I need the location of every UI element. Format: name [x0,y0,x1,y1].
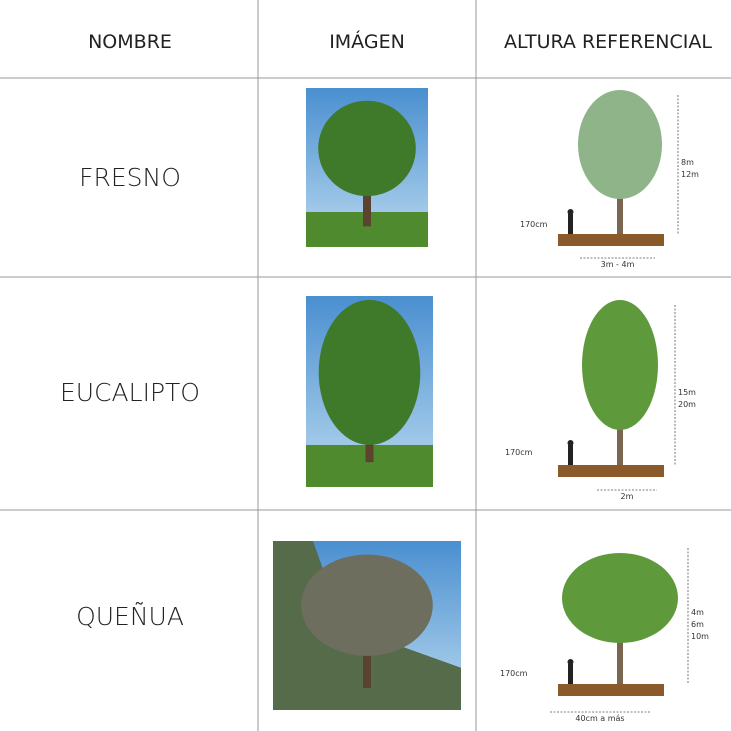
person-head [567,440,574,446]
tree-name: FRESNO [79,163,181,192]
tree-canopy [582,300,658,430]
tree-height: 4m [691,608,704,617]
tree-width: 40cm a más [575,714,624,723]
tree-height: 12m [681,170,699,179]
person-head [567,659,574,665]
person-height: 170cm [520,220,548,229]
tree-width: 2m [621,492,634,501]
tree-canopy [578,90,662,199]
tree-height: 6m [691,620,704,629]
photo-canopy [318,100,416,197]
photo-canopy [301,554,433,656]
person [568,445,573,465]
tree-name: EUCALIPTO [60,378,200,407]
person [568,664,573,684]
tree-trunk [617,608,623,684]
person-height: 170cm [500,669,528,678]
tree-height: 8m [681,158,694,167]
header: ALTURA REFERENCIAL [504,31,712,53]
ground [558,234,664,246]
tree-canopy [562,553,678,643]
tree-width: 3m - 4m [601,260,635,269]
ground [558,684,664,696]
tree-name: QUEÑUA [76,602,184,631]
tree-height: 15m [678,388,696,397]
header: IMÁGEN [329,30,405,53]
header: NOMBRE [88,31,172,53]
person-head [567,209,574,215]
person-height: 170cm [505,448,533,457]
photo-canopy [318,299,421,445]
tree-height: 20m [678,400,696,409]
person [568,214,573,234]
ground [558,465,664,477]
tree-height: 10m [691,632,709,641]
